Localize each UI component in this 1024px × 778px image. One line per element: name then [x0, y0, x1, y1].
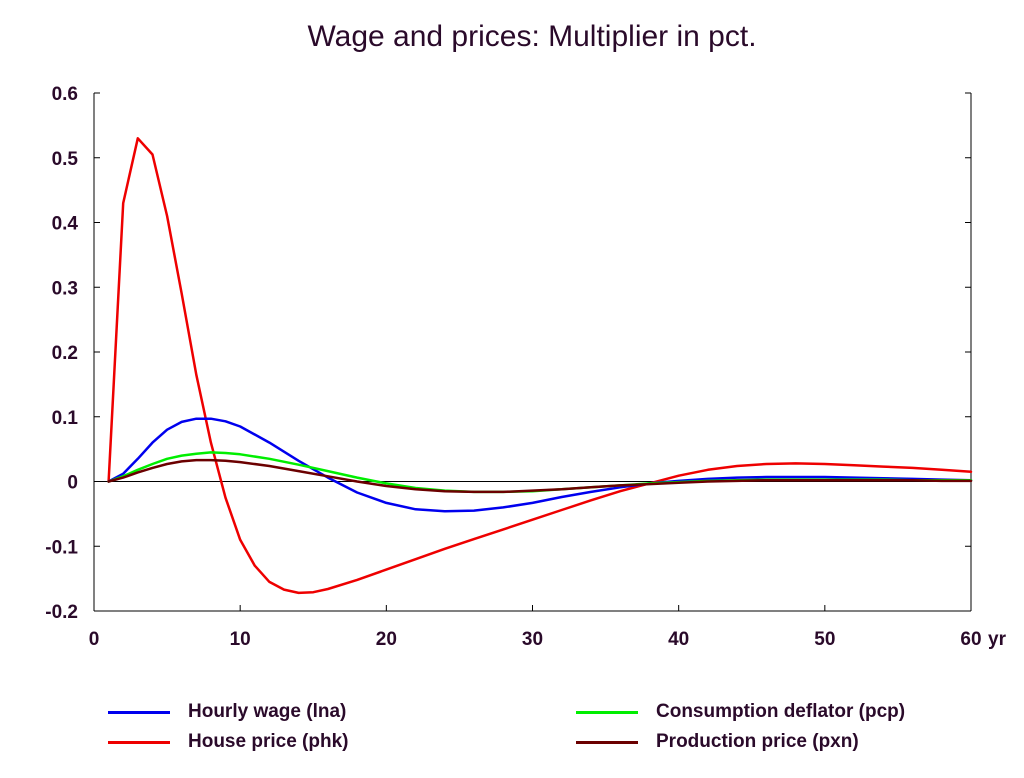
legend-label: Production price (pxn) [656, 731, 859, 752]
y-tick-label: 0.6 [52, 84, 78, 105]
x-tick-label: 10 [230, 629, 251, 650]
legend-item: Hourly wage (lna) [108, 700, 346, 724]
x-tick-label: 40 [668, 629, 689, 650]
y-tick-label: 0.3 [52, 278, 78, 299]
legend-item: Production price (pxn) [576, 730, 859, 754]
y-tick-label: 0 [67, 473, 78, 494]
y-tick-label: -0.2 [45, 602, 78, 623]
legend-label: House price (phk) [188, 731, 349, 752]
y-tick-label: 0.5 [52, 149, 79, 170]
x-tick-label: 60 [960, 629, 981, 650]
x-tick-label: 0 [89, 629, 100, 650]
legend-swatch [576, 710, 638, 714]
legend-swatch [108, 740, 170, 744]
y-tick-label: -0.1 [45, 537, 78, 558]
series-line-3 [107, 451, 973, 494]
chart-title: Wage and prices: Multiplier in pct. [307, 20, 757, 53]
x-unit-label: yr [988, 629, 1007, 650]
legend-label: Hourly wage (lna) [188, 701, 347, 722]
series-line-2 [107, 137, 973, 595]
legend-swatch [108, 710, 170, 714]
y-tick-label: 0.1 [52, 408, 79, 429]
x-tick-label: 50 [814, 629, 835, 650]
legend-label: Consumption deflator (pcp) [656, 701, 906, 722]
series-line-4 [107, 458, 973, 494]
legend-item: Consumption deflator (pcp) [576, 700, 905, 724]
series-line-1 [107, 417, 973, 513]
legend-swatch [576, 740, 638, 744]
x-tick-label: 30 [522, 629, 543, 650]
y-tick-label: 0.2 [52, 343, 78, 364]
legend-item: House price (phk) [108, 730, 348, 754]
x-tick-label: 20 [376, 629, 397, 650]
y-tick-label: 0.4 [52, 214, 79, 235]
